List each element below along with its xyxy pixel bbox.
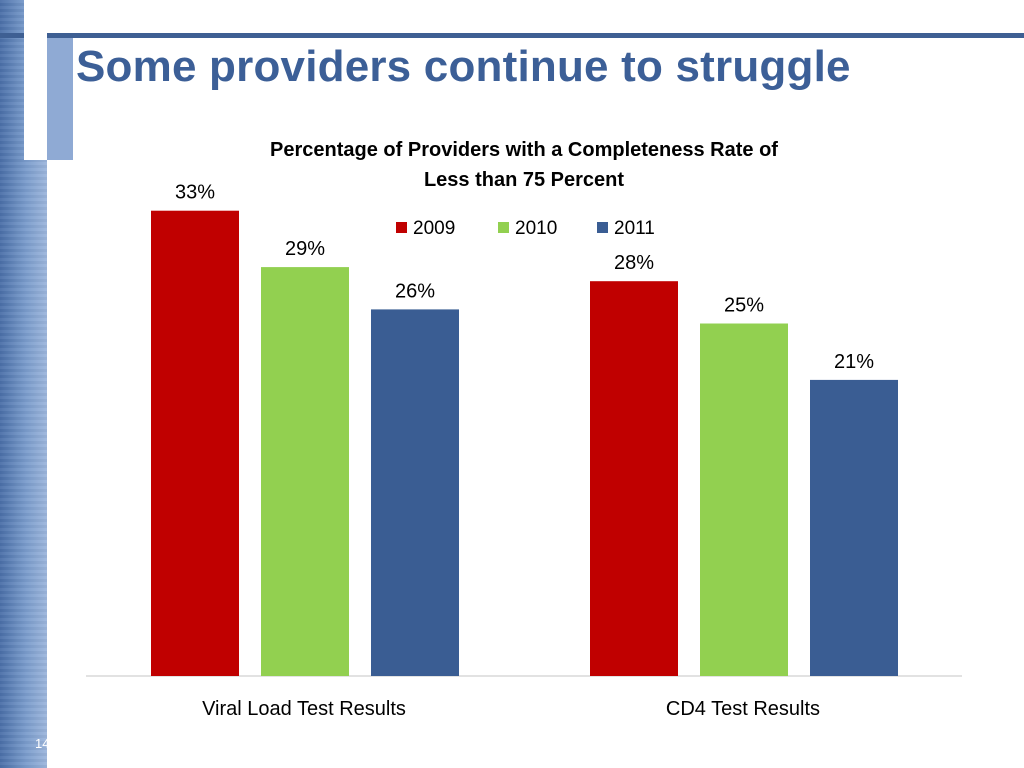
bar-2011-viral-load: [371, 309, 459, 676]
bar-2011-cd4: [810, 379, 898, 676]
bar-2009-cd4: [590, 281, 678, 676]
bar-2010-cd4: [700, 323, 788, 676]
chart-title-line-2: Less than 75 Percent: [424, 169, 624, 191]
category-label-2: CD4 Test Results: [666, 698, 820, 720]
legend-label-2011: 2011: [614, 218, 655, 239]
page-title: Some providers continue to struggle: [76, 42, 851, 91]
top-rule-line: [0, 33, 1024, 38]
data-label-2010-cd4: 25%: [724, 295, 764, 317]
data-label-2011-cd4: 21%: [834, 351, 874, 373]
chart-title-line-1: Percentage of Providers with a Completen…: [270, 139, 778, 161]
title-accent-notch: [24, 0, 47, 160]
data-label-2011-viral-load: 26%: [395, 280, 435, 302]
data-label-2010-viral-load: 29%: [285, 238, 325, 260]
legend-label-2010: 2010: [515, 218, 557, 239]
bar-2010-viral-load: [261, 267, 349, 676]
legend-swatch-2009: [396, 222, 407, 233]
data-label-2009-viral-load: 33%: [175, 182, 215, 204]
title-accent-stub: [47, 38, 73, 160]
bar-2009-viral-load: [151, 210, 239, 676]
data-label-2009-cd4: 28%: [614, 252, 654, 274]
legend-label-2009: 2009: [413, 218, 455, 239]
legend-swatch-2011: [597, 222, 608, 233]
category-label-1: Viral Load Test Results: [202, 698, 406, 720]
slide-number: 14: [35, 736, 50, 751]
legend-swatch-2010: [498, 222, 509, 233]
